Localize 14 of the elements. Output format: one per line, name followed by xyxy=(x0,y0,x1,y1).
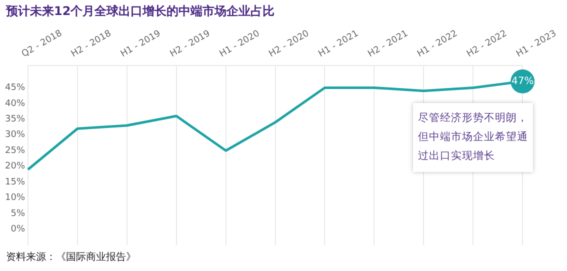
y-tick-label: 0% xyxy=(10,224,26,235)
y-tick-label: 35% xyxy=(4,114,26,125)
annotation: 尽管经济形势不明朗，但中端市场企业希望通过出口实现增长 xyxy=(413,103,533,172)
y-tick-label: 30% xyxy=(4,130,26,140)
chart-title: 预计未来12个月全球出口增长的中端市场企业占比 xyxy=(6,3,275,20)
text: 资料来源：《国际商业报告》 xyxy=(6,250,136,264)
y-tick-label: 20% xyxy=(4,162,26,172)
y-tick-label: 15% xyxy=(4,177,26,188)
y-tick-label: 40% xyxy=(4,98,26,109)
y-tick-label: 45% xyxy=(4,83,26,94)
y-tick-label: 25% xyxy=(4,146,26,156)
data-label: 47% xyxy=(511,76,534,88)
y-tick-label: 10% xyxy=(4,193,26,204)
y-tick-label: 5% xyxy=(10,208,26,219)
